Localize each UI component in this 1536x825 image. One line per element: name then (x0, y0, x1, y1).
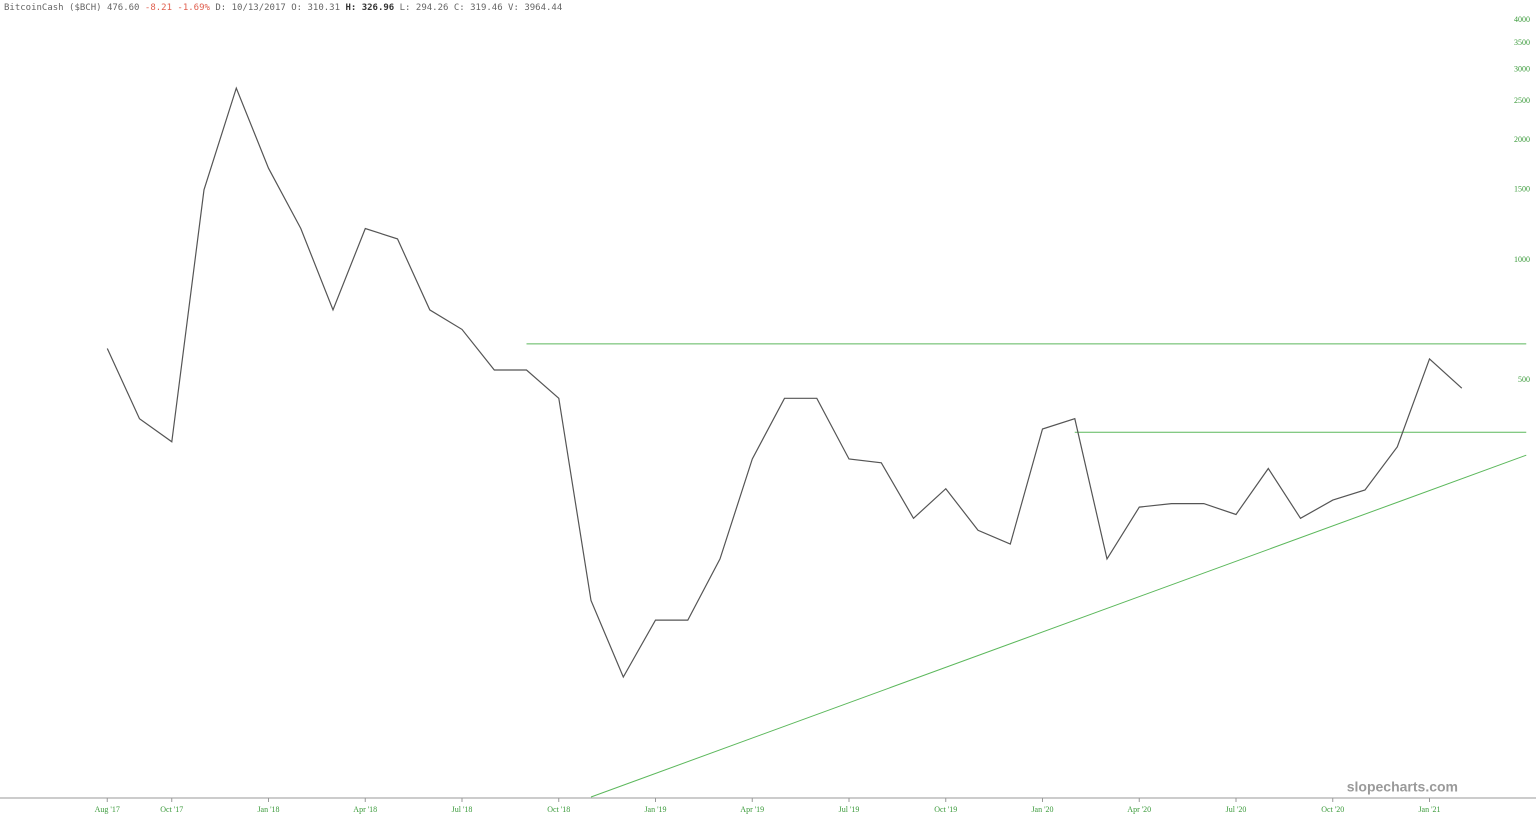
y-tick-label: 2500 (1514, 96, 1530, 105)
label: H: (345, 3, 356, 13)
label: L: (400, 3, 411, 13)
header: BitcoinCash ($BCH) 476.60 -8.21 -1.69% D… (4, 3, 562, 13)
volume: 3964.44 (524, 3, 562, 13)
label: C: (454, 3, 465, 13)
x-tick-label: Jul '18 (452, 805, 473, 814)
open: 310.31 (308, 3, 341, 13)
price-line (106, 86, 1463, 679)
label: D: (215, 3, 226, 13)
x-tick-label: Apr '19 (740, 805, 764, 814)
x-tick-label: Jul '19 (839, 805, 860, 814)
x-tick-label: Jan '19 (644, 805, 666, 814)
x-tick-label: Oct '17 (160, 805, 183, 814)
x-tick-label: Jan '18 (257, 805, 279, 814)
x-tick-label: Oct '18 (547, 805, 570, 814)
y-tick-label: 1500 (1514, 185, 1530, 194)
x-tick-label: Oct '19 (934, 805, 957, 814)
high: 326.96 (362, 3, 395, 13)
x-tick-label: Jan '20 (1031, 805, 1053, 814)
y-tick-label: 500 (1518, 375, 1530, 384)
date: 10/13/2017 (232, 3, 286, 13)
label: V: (508, 3, 519, 13)
label: O: (291, 3, 302, 13)
trendline (590, 454, 1527, 798)
last: 476.60 (107, 3, 140, 13)
x-tick-label: Oct '20 (1321, 805, 1344, 814)
change-pct: -1.69% (177, 3, 210, 13)
watermark: slopecharts.com (1347, 779, 1458, 795)
x-tick-label: Aug '17 (95, 805, 120, 814)
low: 294.26 (416, 3, 449, 13)
y-tick-label: 3500 (1514, 38, 1530, 47)
x-tick-label: Jul '20 (1226, 805, 1247, 814)
symbol: BitcoinCash ($BCH) (4, 3, 102, 13)
close: 319.46 (470, 3, 503, 13)
x-tick-label: Apr '18 (353, 805, 377, 814)
y-tick-label: 1000 (1514, 255, 1530, 264)
y-tick-label: 2000 (1514, 135, 1530, 144)
y-tick-label: 3000 (1514, 65, 1530, 74)
x-tick-label: Jan '21 (1418, 805, 1440, 814)
x-tick-label: Apr '20 (1127, 805, 1151, 814)
y-tick-label: 4000 (1514, 15, 1530, 24)
change: -8.21 (145, 3, 172, 13)
